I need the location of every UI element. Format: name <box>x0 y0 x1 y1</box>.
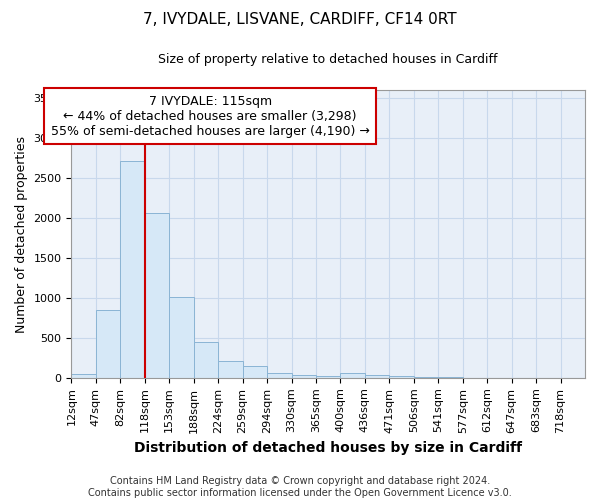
Bar <box>316 376 340 378</box>
Bar <box>414 377 438 378</box>
Bar <box>340 373 365 378</box>
Title: Size of property relative to detached houses in Cardiff: Size of property relative to detached ho… <box>158 52 498 66</box>
Bar <box>242 366 267 378</box>
Bar <box>292 376 316 378</box>
Bar <box>96 310 121 378</box>
Bar <box>169 297 194 378</box>
Bar <box>365 374 389 378</box>
Bar <box>121 160 145 378</box>
Bar <box>71 374 96 378</box>
Text: 7 IVYDALE: 115sqm
← 44% of detached houses are smaller (3,298)
55% of semi-detac: 7 IVYDALE: 115sqm ← 44% of detached hous… <box>50 94 370 138</box>
Bar <box>267 373 292 378</box>
X-axis label: Distribution of detached houses by size in Cardiff: Distribution of detached houses by size … <box>134 441 522 455</box>
Bar <box>145 214 169 378</box>
Y-axis label: Number of detached properties: Number of detached properties <box>15 136 28 332</box>
Bar <box>218 360 242 378</box>
Text: Contains HM Land Registry data © Crown copyright and database right 2024.
Contai: Contains HM Land Registry data © Crown c… <box>88 476 512 498</box>
Text: 7, IVYDALE, LISVANE, CARDIFF, CF14 0RT: 7, IVYDALE, LISVANE, CARDIFF, CF14 0RT <box>143 12 457 28</box>
Bar <box>194 342 218 378</box>
Bar <box>389 376 414 378</box>
